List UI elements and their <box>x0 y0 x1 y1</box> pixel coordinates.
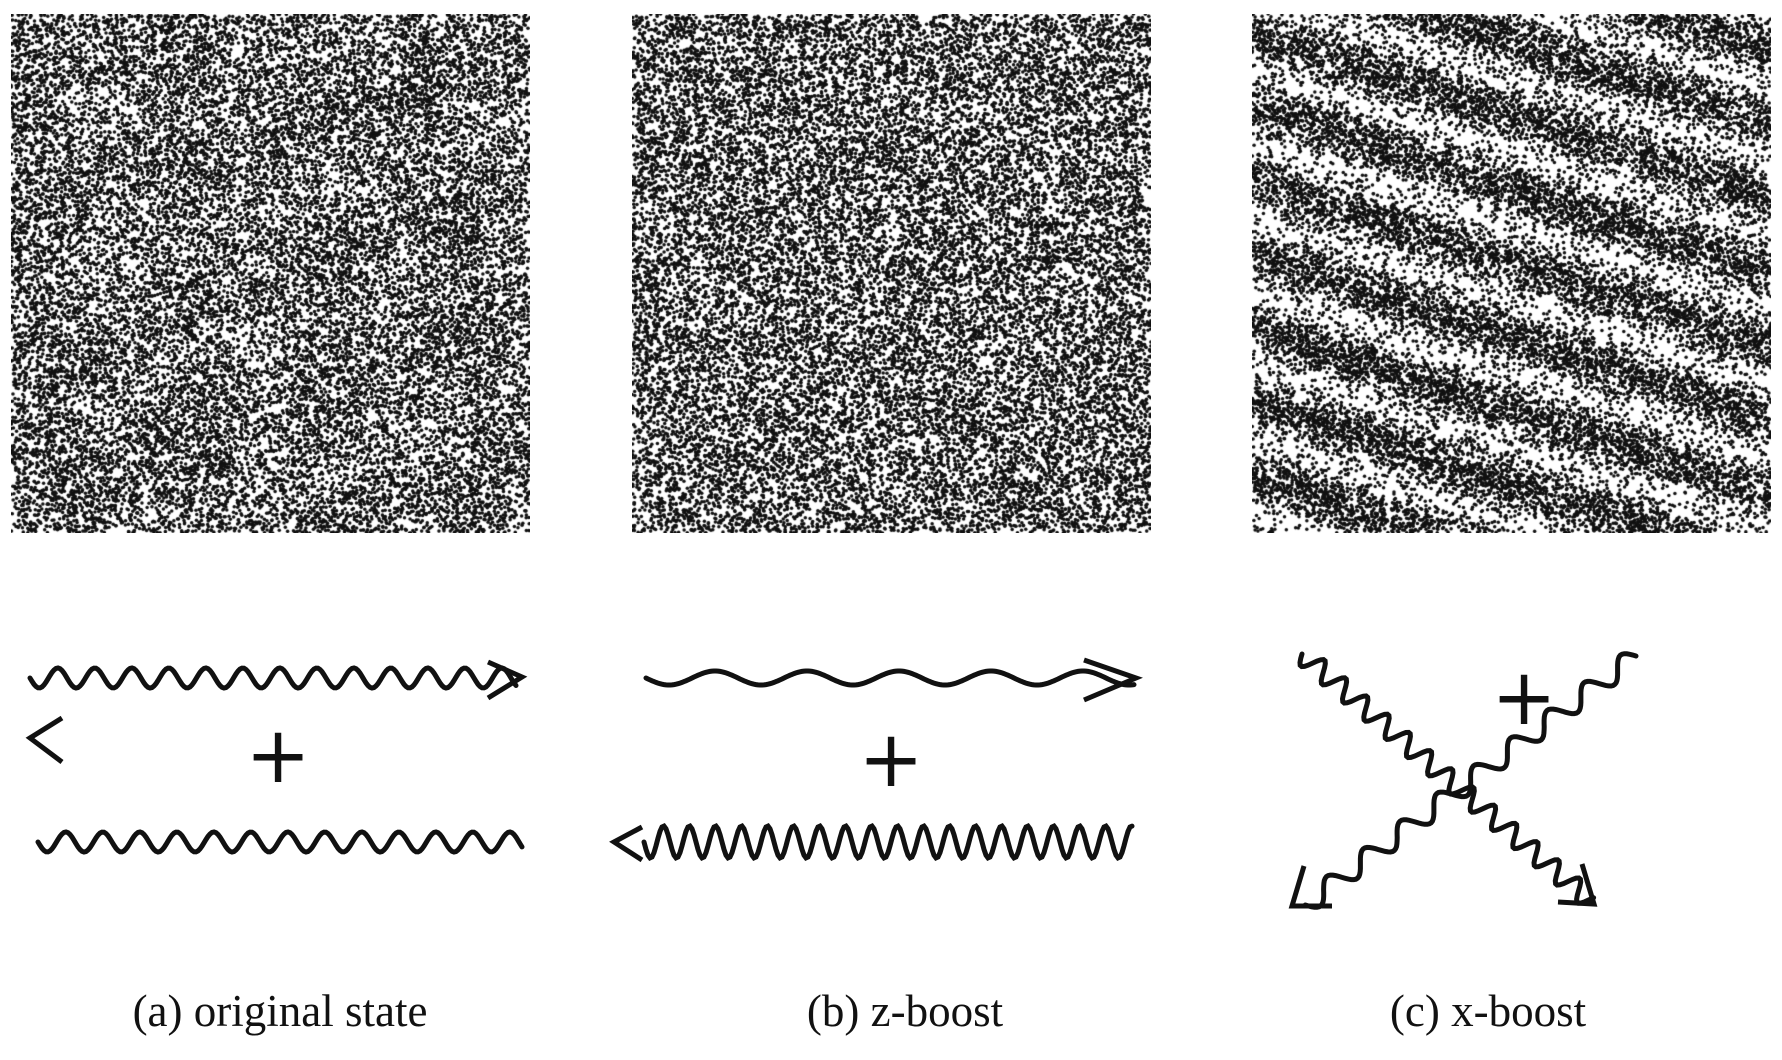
caption-a: (a) original state <box>132 986 428 1036</box>
arrowhead-lower-right-icon <box>1557 863 1598 907</box>
left-moving-wave-icon <box>35 829 525 855</box>
arrowhead-left-icon <box>25 715 64 764</box>
arrowhead-right-icon <box>486 659 528 701</box>
plus-sign: + <box>1491 653 1556 743</box>
panel-z-boost: + (b) z-boost <box>594 0 1188 1060</box>
wave-diagram: + <box>0 620 594 950</box>
right-moving-stretched-wave-icon <box>643 668 1137 688</box>
arrowhead-left-icon <box>609 824 644 863</box>
caption-b: (b) z-boost <box>806 986 1004 1036</box>
diagonal-wave-icon <box>1297 651 1597 906</box>
wave-diagram-svg: + <box>25 659 528 855</box>
plus-sign: + <box>245 711 310 801</box>
right-moving-wave-icon <box>27 665 519 691</box>
random-point-field-image <box>11 14 530 533</box>
caption-c: (c) x-boost <box>1389 986 1587 1036</box>
arrowhead-right-icon <box>1083 657 1143 703</box>
panel-x-boost: + (c) x-boost <box>1188 0 1782 1060</box>
panel-original-state: + (a) original state <box>0 0 594 1060</box>
diagonal-wave-icon <box>1302 651 1639 910</box>
wave-diagram-svg: + <box>609 657 1143 863</box>
random-point-field-image <box>1252 14 1771 533</box>
wave-diagram: + <box>594 620 1188 950</box>
plus-sign: + <box>858 715 923 805</box>
random-point-field-image <box>632 14 1151 533</box>
wave-diagram: + <box>1188 620 1782 950</box>
left-moving-compressed-wave-icon <box>641 822 1135 862</box>
wave-diagram-svg: + <box>1288 651 1639 910</box>
arrowhead-lower-left-icon <box>1288 865 1332 909</box>
